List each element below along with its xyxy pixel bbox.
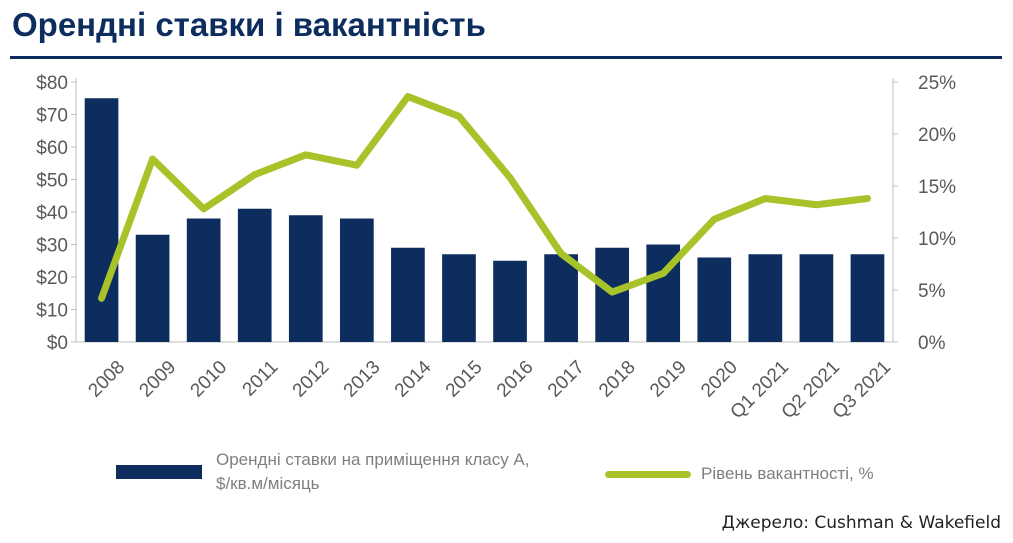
x-tick-label: 2019 — [646, 357, 691, 402]
x-tick-label: 2010 — [187, 357, 232, 402]
x-tick-label: 2013 — [340, 357, 385, 402]
x-tick-label: 2011 — [239, 357, 283, 401]
bar-2014 — [391, 247, 425, 342]
y-left-tick-label: $20 — [36, 268, 68, 289]
x-tick-label: 2020 — [697, 357, 742, 402]
source-note: Джерело: Cushman & Wakefield — [721, 513, 1001, 533]
x-tick-label: 2009 — [135, 357, 180, 402]
y-right-tick-label: 5% — [918, 281, 946, 302]
y-right-tick-label: 15% — [918, 177, 956, 198]
y-left-tick-label: $60 — [36, 138, 68, 159]
legend-label-vacancy: Рівень вакантності, % — [701, 464, 874, 483]
bar-2009 — [135, 234, 170, 342]
bar-2020 — [697, 257, 732, 342]
vacancy-line — [98, 93, 871, 302]
legend-label-rent: Орендні ставки на приміщення класу А, $/… — [216, 450, 530, 493]
y-right-tick-label: 25% — [918, 73, 956, 94]
bar-q3-2021 — [850, 254, 885, 342]
bar-2011 — [237, 208, 272, 342]
x-tick-label: 2012 — [289, 357, 334, 402]
legend-item-vacancy: Рівень вакантності, % — [605, 462, 961, 486]
bar-2013 — [339, 218, 374, 342]
bar-2008 — [84, 98, 119, 342]
bar-q2-2021 — [799, 254, 834, 342]
y-left-tick-label: $50 — [36, 171, 68, 192]
y-right-tick-label: 0% — [918, 333, 946, 354]
y-left-tick-label: $70 — [36, 106, 68, 127]
legend-item-rent: Орендні ставки на приміщення класу А, $/… — [116, 448, 536, 496]
title-divider — [10, 56, 1002, 59]
y-left-tick-label: $0 — [47, 333, 68, 354]
x-tick-label: 2014 — [391, 356, 436, 401]
bar-2010 — [186, 218, 221, 342]
legend-swatch-rent — [116, 465, 202, 479]
x-tick-label: 2018 — [595, 357, 640, 402]
x-tick-label: 2008 — [84, 357, 129, 402]
legend-swatch-vacancy — [605, 470, 691, 478]
x-tick-label: 2016 — [493, 357, 538, 402]
y-right-tick-label: 20% — [918, 125, 956, 146]
y-right-tick-label: 10% — [918, 229, 956, 250]
y-left-tick-label: $80 — [36, 73, 68, 94]
y-left-tick-label: $30 — [36, 236, 68, 257]
y-left-tick-label: $40 — [36, 203, 68, 224]
bar-2017 — [544, 254, 578, 342]
bar-2012 — [288, 215, 323, 342]
y-left-tick-label: $10 — [36, 301, 68, 322]
chart-title: Орендні ставки і вакантність — [12, 6, 486, 43]
bar-2016 — [493, 260, 527, 342]
x-tick-label: 2017 — [544, 357, 589, 402]
x-tick-label: 2015 — [442, 357, 487, 402]
bar-series — [84, 98, 885, 342]
bar-2015 — [442, 254, 476, 342]
bar-q1-2021 — [748, 254, 783, 342]
tick-labels: $0 $10 $20 $30 $40 $50 $60 $70 $80 0% 5% 10% 15% 20% 2… — [36, 73, 956, 423]
combo-chart: $0 $10 $20 $30 $40 $50 $60 $70 $80 0% 5% 10% 15% 20% 2… — [36, 73, 956, 423]
line-series — [98, 93, 871, 302]
